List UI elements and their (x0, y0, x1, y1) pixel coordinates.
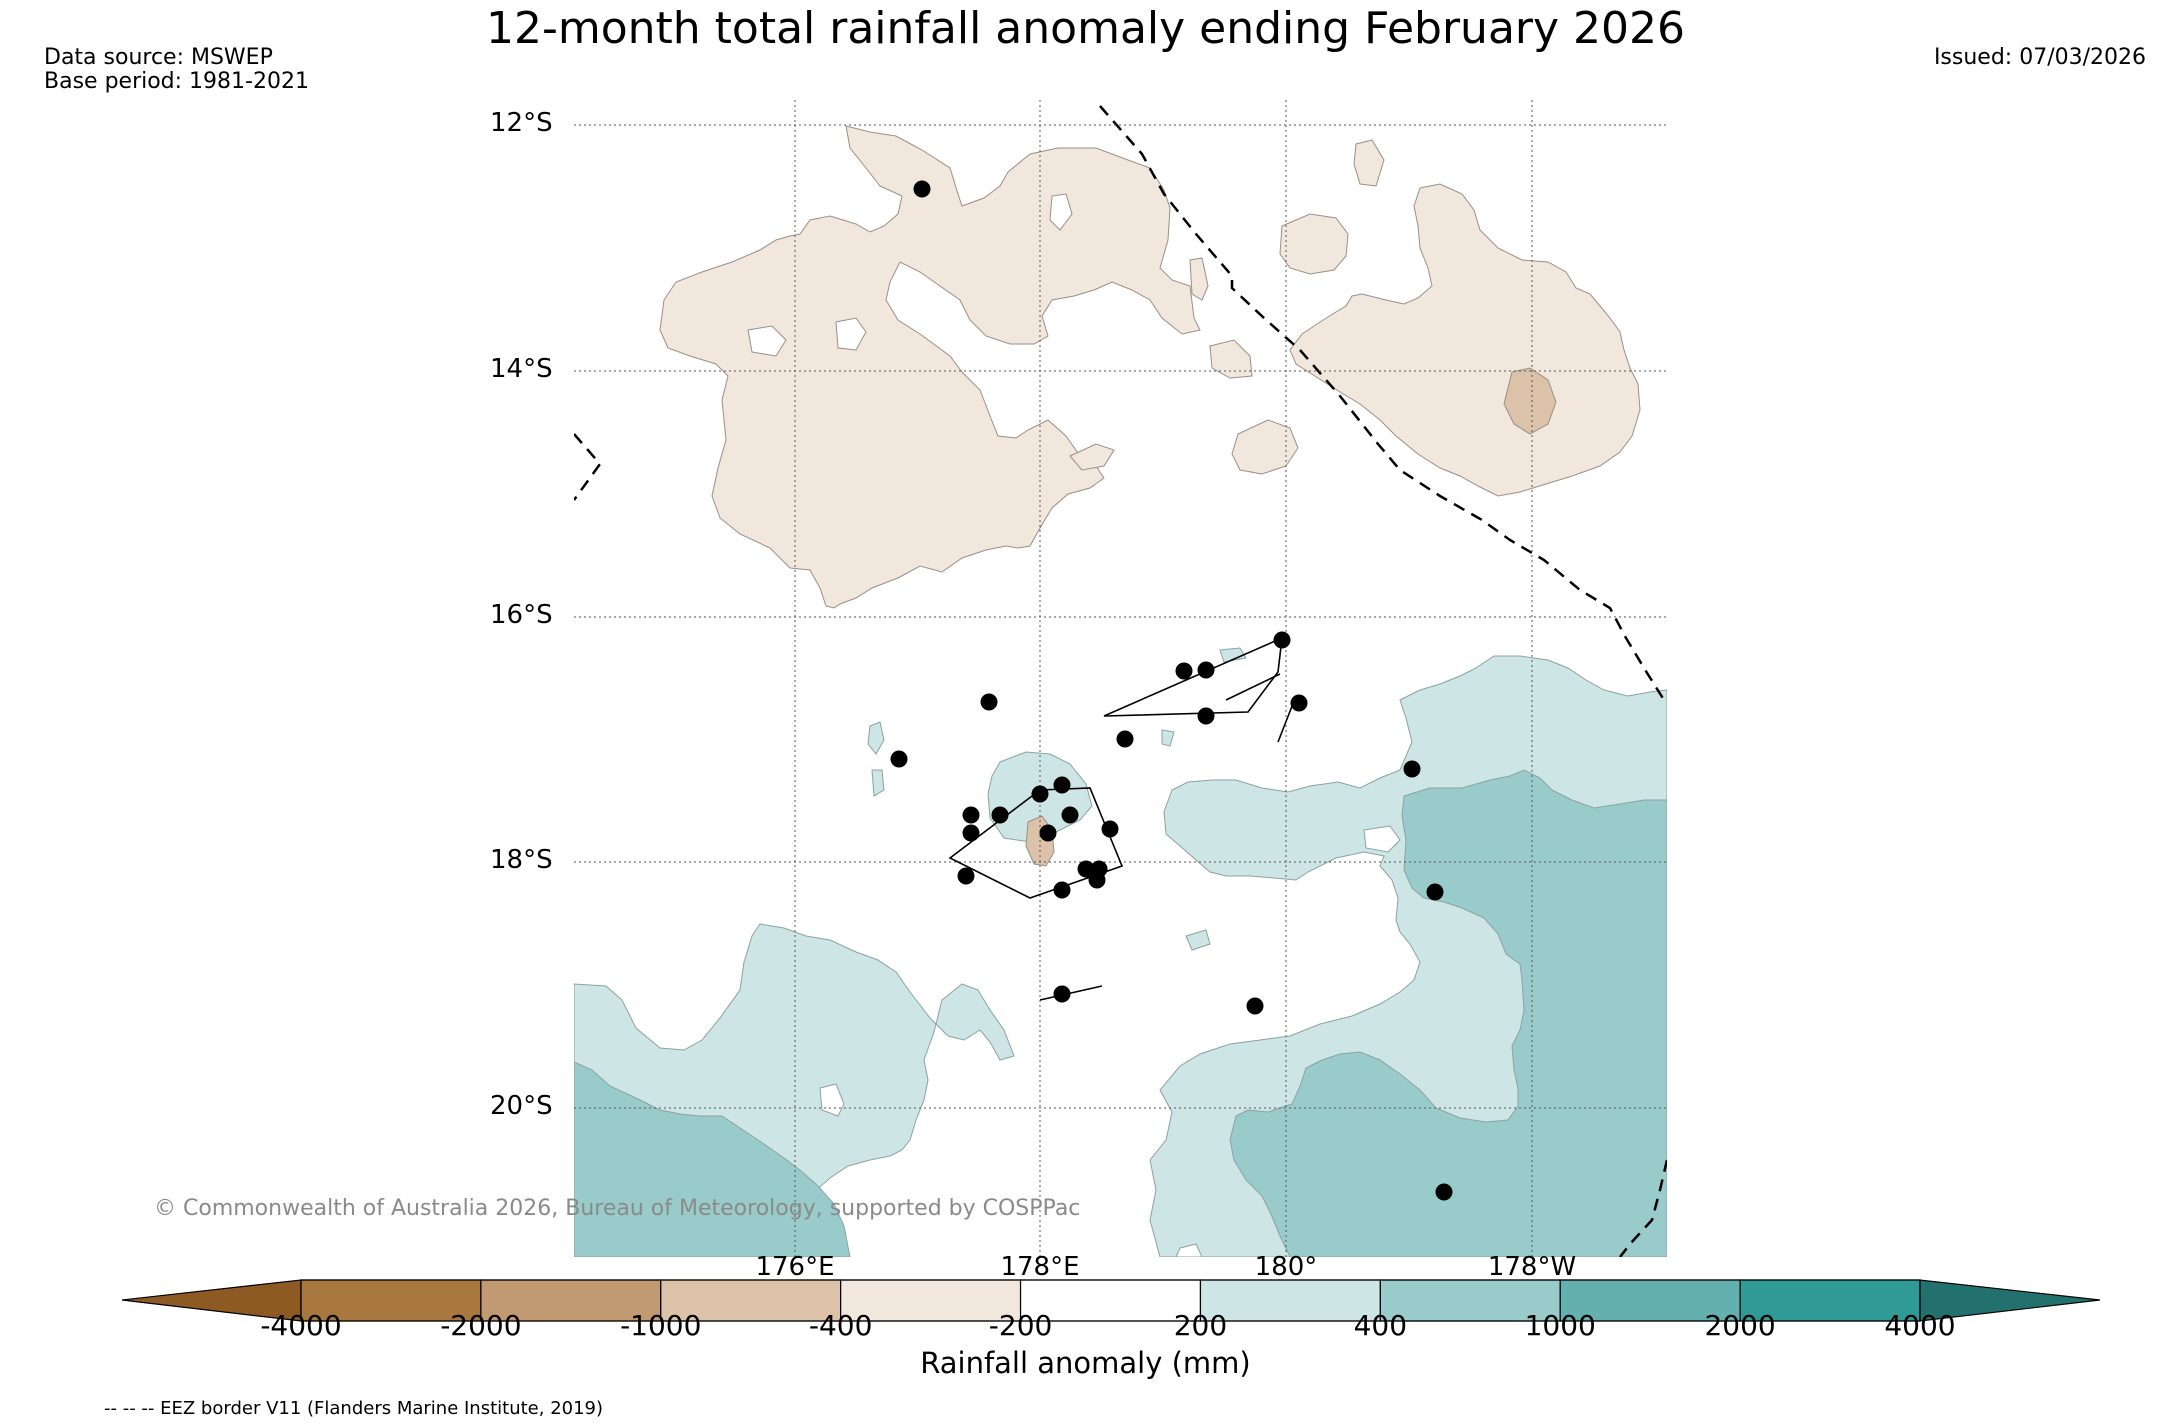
lat-label-16s: 16°S (490, 600, 553, 630)
copyright-notice: © Commonwealth of Australia 2026, Bureau… (154, 1196, 1081, 1221)
wet-anomaly-islet (1161, 729, 1175, 747)
map-metadata: Data source: MSWEP Base period: 1981-202… (44, 46, 309, 94)
wet-anomaly-moderate-east (1229, 769, 1667, 1257)
wet-anomaly-islet (1185, 929, 1211, 951)
dry-anomaly-moderate (1503, 367, 1557, 435)
colorbar-tick-label: -400 (808, 1309, 873, 1342)
dry-anomaly-islet (1353, 139, 1385, 187)
colorbar-tick-label: 200 (1173, 1309, 1228, 1342)
colorbar-tick-label: 2000 (1704, 1309, 1776, 1342)
lon-label-176e: 176°E (755, 1252, 835, 1282)
dry-anomaly-islet (1189, 257, 1209, 301)
lon-label-178w: 178°W (1487, 1252, 1577, 1282)
map-title: 12-month total rainfall anomaly ending F… (486, 3, 1685, 54)
colorbar-tick-label: 400 (1353, 1309, 1408, 1342)
colorbar-tick-label: 4000 (1884, 1309, 1956, 1342)
lat-label-12s: 12°S (490, 108, 553, 138)
dry-anomaly-islet (1069, 443, 1115, 471)
base-period: Base period: 1981-2021 (44, 69, 309, 94)
station-dot-icon (890, 180, 1453, 1201)
data-source: Data source: MSWEP (44, 45, 273, 70)
lat-label-18s: 18°S (490, 845, 553, 875)
wet-anomaly-islet (871, 769, 885, 797)
issued-date: Issued: 07/03/2026 (1933, 45, 2146, 70)
colorbar-tick-label: 1000 (1524, 1309, 1596, 1342)
colorbar-tick-label: -1000 (620, 1309, 702, 1342)
dry-anomaly-islet (1231, 419, 1299, 475)
eez-footnote: -- -- -- EEZ border V11 (Flanders Marine… (104, 1398, 604, 1419)
lat-label-14s: 14°S (490, 354, 553, 384)
lat-label-20s: 20°S (490, 1091, 553, 1121)
lon-label-178e: 178°E (1000, 1252, 1080, 1282)
colorbar-tick-label: -200 (988, 1309, 1053, 1342)
wet-anomaly-islet (867, 721, 885, 755)
colorbar-tick-label: -4000 (260, 1309, 342, 1342)
dry-anomaly-region-northeast (1289, 183, 1641, 497)
colorbar-title: Rainfall anomaly (mm) (920, 1346, 1251, 1380)
dry-anomaly-islet (1279, 213, 1349, 275)
wet-anomaly-moderate-southwest (574, 1061, 851, 1257)
dry-anomaly-region-northwest (659, 125, 1201, 609)
lon-label-180: 180° (1254, 1252, 1318, 1282)
eez-border-line (574, 105, 1667, 1257)
wet-anomaly-islet (1219, 647, 1247, 663)
dry-anomaly-islet (1209, 339, 1253, 379)
colorbar-tick-label: -2000 (440, 1309, 522, 1342)
